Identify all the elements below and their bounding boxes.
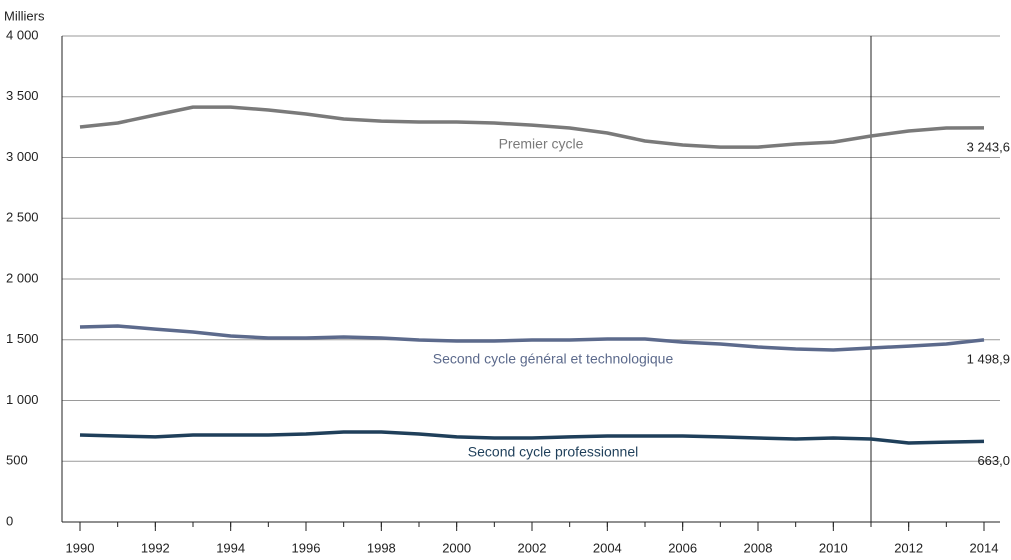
x-tick-label: 2006	[668, 540, 697, 555]
series-line	[79, 324, 985, 352]
x-tick-label: 2014	[970, 540, 999, 555]
x-tick-label: 2010	[819, 540, 848, 555]
x-tick-label: 1992	[141, 540, 170, 555]
series-label: Second cycle général et technologique	[433, 351, 674, 367]
x-tick-label: 2012	[894, 540, 923, 555]
x-tick-label: 2002	[518, 540, 547, 555]
data-label: 663,0	[977, 453, 1010, 468]
series-label: Premier cycle	[499, 136, 584, 152]
series-label: Second cycle professionnel	[468, 444, 638, 460]
series-line	[79, 430, 985, 445]
x-tick-label: 1998	[367, 540, 396, 555]
y-tick-label: 0	[6, 513, 13, 528]
x-tick-label: 2000	[442, 540, 471, 555]
x-tick-label: 2004	[593, 540, 622, 555]
y-tick-label: 1 000	[6, 392, 39, 407]
y-tick-label: 3 500	[6, 88, 39, 103]
series-line	[79, 105, 985, 149]
x-tick-label: 1996	[292, 540, 321, 555]
y-tick-label: 1 500	[6, 331, 39, 346]
data-label: 1 498,9	[967, 351, 1010, 366]
x-tick-label: 1990	[66, 540, 95, 555]
x-tick-label: 1994	[216, 540, 245, 555]
y-tick-label: 2 000	[6, 270, 39, 285]
y-tick-label: 3 000	[6, 149, 39, 164]
y-tick-label: 4 000	[6, 27, 39, 42]
y-tick-label: 500	[6, 453, 28, 468]
data-label: 3 243,6	[967, 139, 1010, 154]
y-tick-label: 2 500	[6, 210, 39, 225]
x-tick-label: 2008	[744, 540, 773, 555]
y-axis-label: Milliers	[4, 8, 45, 23]
